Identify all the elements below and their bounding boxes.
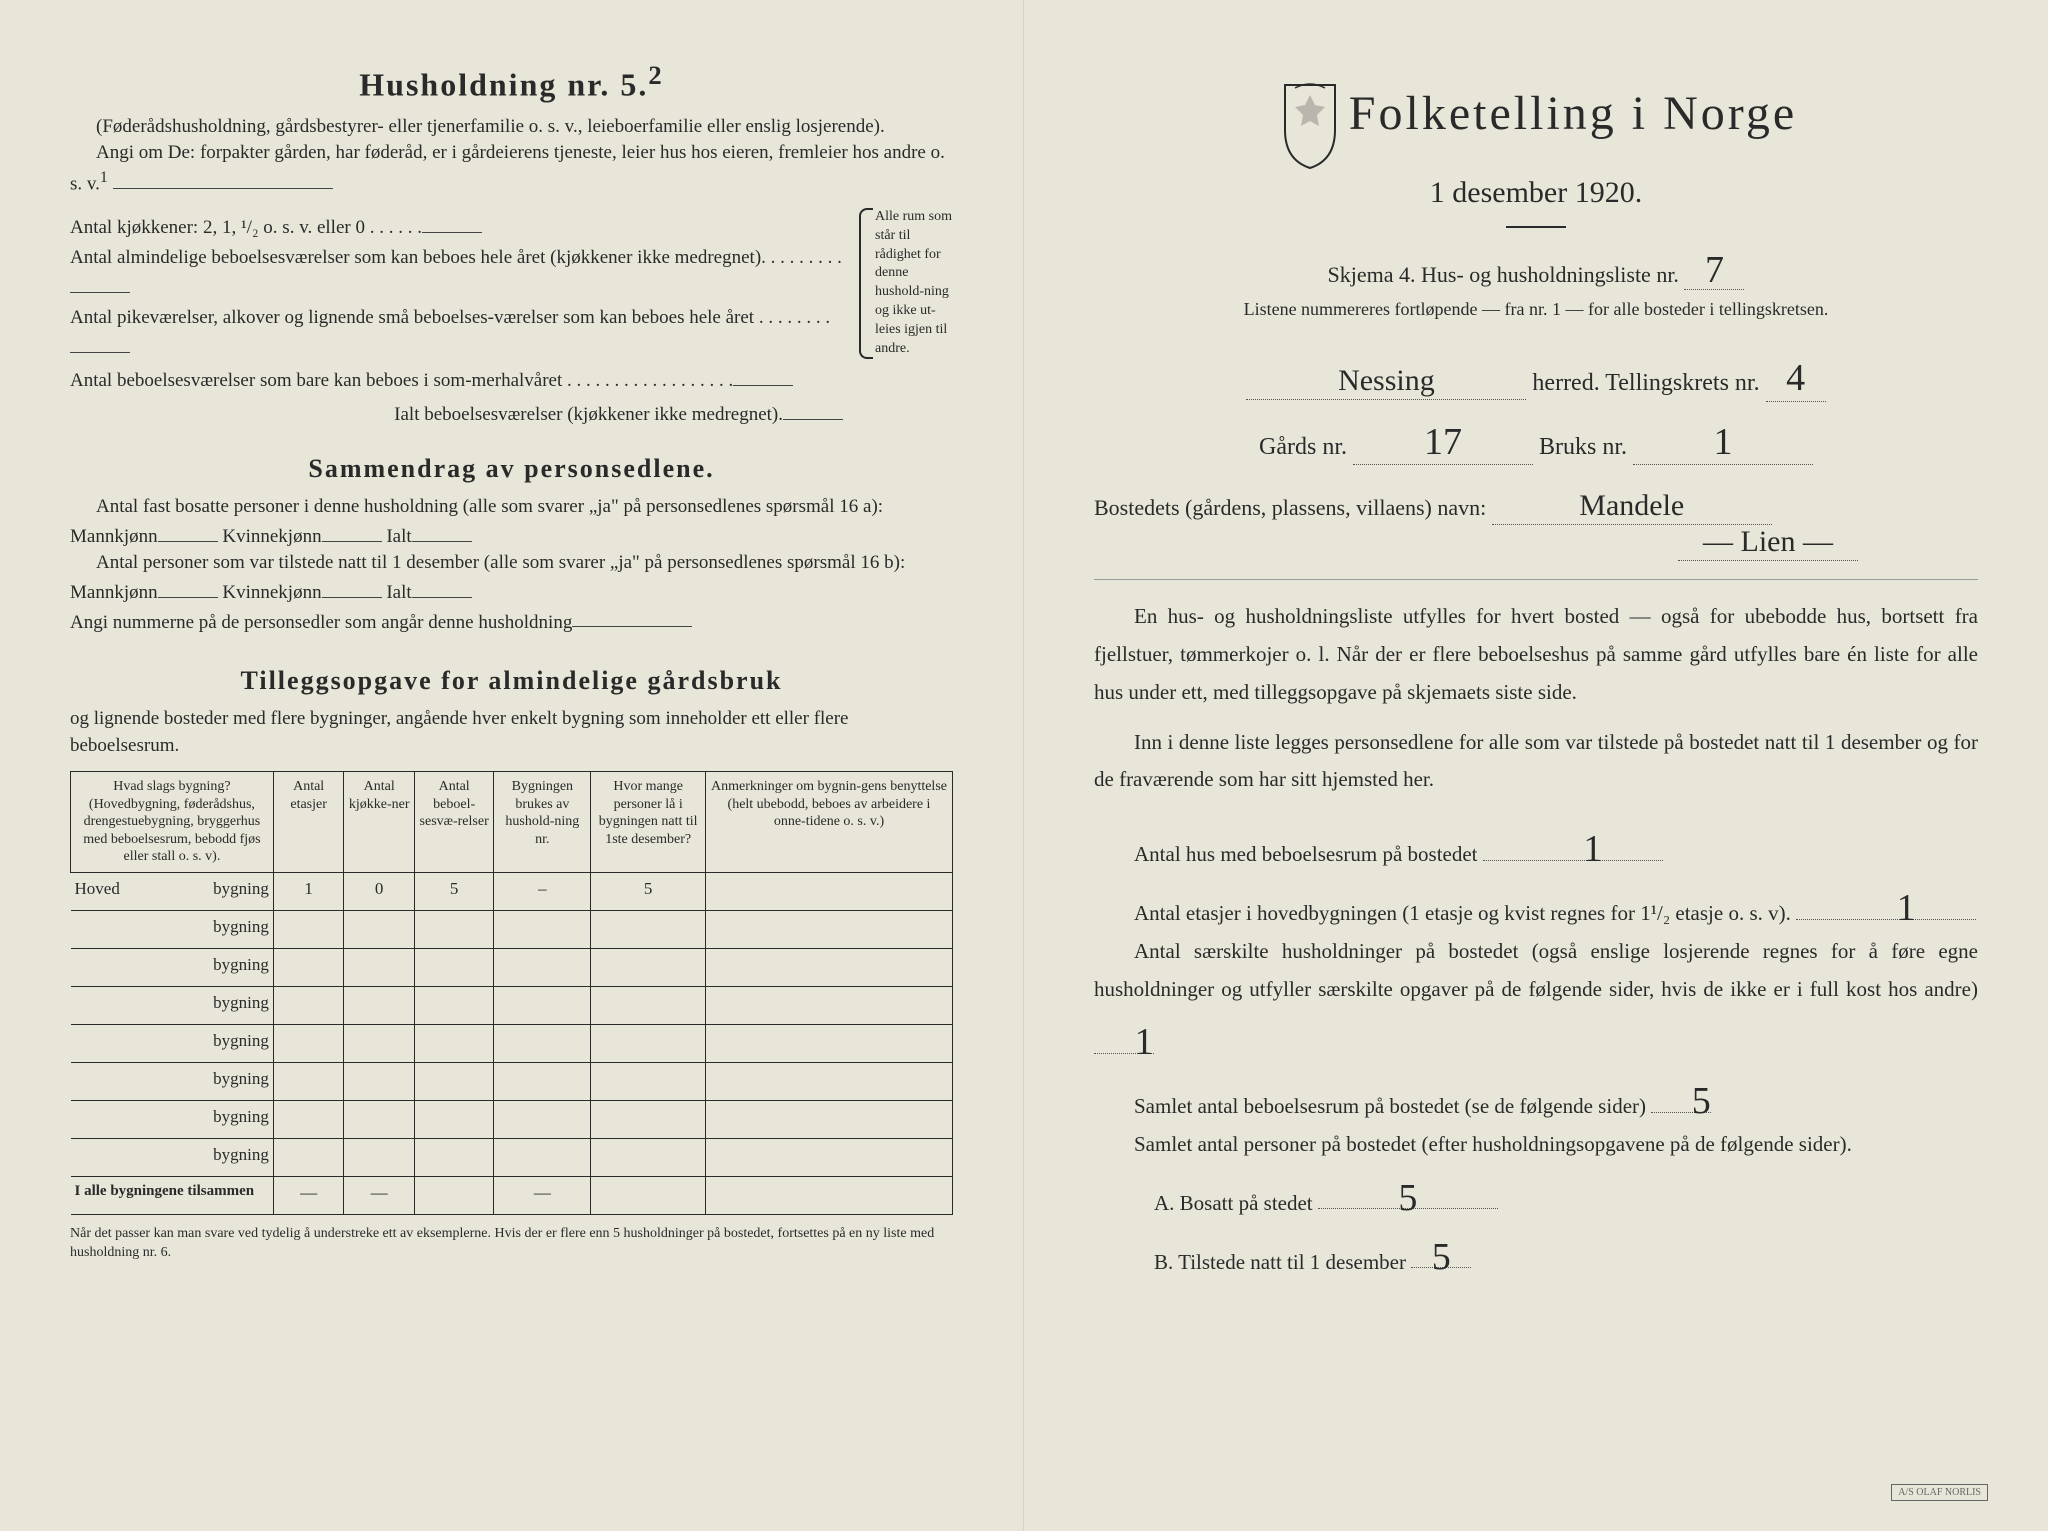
q4-hw: 5 <box>1651 1067 1711 1113</box>
k-sum: Ialt beboelsesværelser (kjøkkener ikke m… <box>70 399 953 428</box>
q4: Samlet antal beboelsesrum på bostedet (s… <box>1094 1067 1978 1126</box>
sec3-title: Tilleggsopgave for almindelige gårdsbruk <box>70 666 953 696</box>
printer-stamp: A/S OLAF NORLIS <box>1891 1484 1988 1501</box>
th-3: Antal beboel-sesvæ-relser <box>414 772 493 873</box>
k2: Antal almindelige beboelsesværelser som … <box>70 245 953 301</box>
th-6: Anmerkninger om bygnin-gens benyttelse (… <box>706 772 953 873</box>
table-row: bygning <box>71 1138 953 1176</box>
q5: Samlet antal personer på bostedet (efter… <box>1094 1126 1978 1164</box>
bosted-line2: — Lien — <box>1094 525 1978 561</box>
heading-sup: 2 <box>648 60 663 90</box>
table-row: bygning <box>71 986 953 1024</box>
building-table: Hvad slags bygning? (Hovedbygning, føder… <box>70 771 953 1215</box>
s3sub: og lignende bosteder med flere bygninger… <box>70 706 953 759</box>
gards-hw: 17 <box>1353 420 1533 466</box>
listene: Listene nummereres fortløpende — fra nr.… <box>1094 297 1978 322</box>
q3: Antal særskilte husholdninger på bostede… <box>1094 933 1978 1067</box>
th-2: Antal kjøkke-ner <box>344 772 415 873</box>
table-row: bygning <box>71 948 953 986</box>
q2-hw: 1 <box>1796 874 1976 920</box>
s2c: Angi nummerne på de personsedler som ang… <box>70 607 953 636</box>
krets-hw: 4 <box>1766 356 1826 402</box>
bosted-line: Bostedets (gårdens, plassens, villaens) … <box>1094 489 1978 525</box>
qb-hw: 5 <box>1411 1223 1471 1269</box>
herred-hw: Nessing <box>1246 364 1526 400</box>
right-title: Folketelling i Norge <box>1349 87 1797 140</box>
qa-hw: 5 <box>1318 1164 1498 1210</box>
table-row: bygning <box>71 1100 953 1138</box>
left-heading: Husholdning nr. 5.2 <box>70 60 953 104</box>
k4: Antal beboelsesværelser som bare kan beb… <box>70 365 953 394</box>
qa: A. Bosatt på stedet 5 <box>1094 1164 1978 1223</box>
th-4: Bygningen brukes av hushold-ning nr. <box>494 772 591 873</box>
s2a: Antal fast bosatte personer i denne hush… <box>70 494 953 550</box>
k3: Antal pikeværelser, alkover og lignende … <box>70 305 953 361</box>
q1: Antal hus med beboelsesrum på bostedet 1 <box>1094 815 1978 874</box>
left-page: Husholdning nr. 5.2 (Føderådshusholdning… <box>0 0 1024 1531</box>
crest-icon <box>1275 80 1345 170</box>
skjema-nr-hw: 7 <box>1684 244 1744 290</box>
gards-line: Gårds nr. 17 Bruks nr. 1 <box>1094 420 1978 466</box>
th-5: Hvor mange personer lå i bygningen natt … <box>591 772 706 873</box>
table-row: bygning <box>71 1062 953 1100</box>
table-row: bygning <box>71 910 953 948</box>
left-footnote: Når det passer kan man svare ved tydelig… <box>70 1225 953 1263</box>
bosted-hw: Mandele <box>1492 489 1772 525</box>
bruks-hw: 1 <box>1633 420 1813 466</box>
body2: Inn i denne liste legges personsedlene f… <box>1094 724 1978 800</box>
q1-hw: 1 <box>1483 815 1663 861</box>
q3-hw: 1 <box>1094 1008 1154 1054</box>
th-1: Antal etasjer <box>273 772 344 873</box>
skjema-line: Skjema 4. Hus- og husholdningsliste nr. … <box>1094 244 1978 291</box>
k1: Antal kjøkkener: 2, 1, ¹/₂ o. s. v. elle… <box>70 212 953 241</box>
sumrow-label: I alle bygningene tilsammen <box>71 1176 274 1214</box>
table-row: Hovedbygning105–5 <box>71 872 953 910</box>
bosted-hw2: — Lien — <box>1678 525 1858 561</box>
left-p1: (Føderådshusholdning, gårdsbestyrer- ell… <box>70 114 953 141</box>
th-0: Hvad slags bygning? (Hovedbygning, føder… <box>71 772 274 873</box>
s2b: Antal personer som var tilstede natt til… <box>70 550 953 606</box>
curly-note: Alle rum som står til rådighet for denne… <box>859 208 953 359</box>
herred-line: Nessing herred. Tellingskrets nr. 4 <box>1094 356 1978 402</box>
divider <box>1506 226 1566 228</box>
right-page: Folketelling i Norge 1 desember 1920. Sk… <box>1024 0 2048 1531</box>
body1: En hus- og husholdningsliste utfylles fo… <box>1094 598 1978 711</box>
table-row: bygning <box>71 1024 953 1062</box>
left-p2: Angi om De: forpakter gården, har føderå… <box>70 140 953 198</box>
sec2-title: Sammendrag av personsedlene. <box>70 454 953 484</box>
qb: B. Tilstede natt til 1 desember 5 <box>1094 1223 1978 1282</box>
q2: Antal etasjer i hovedbygningen (1 etasje… <box>1094 874 1978 933</box>
right-subtitle: 1 desember 1920. <box>1094 176 1978 210</box>
